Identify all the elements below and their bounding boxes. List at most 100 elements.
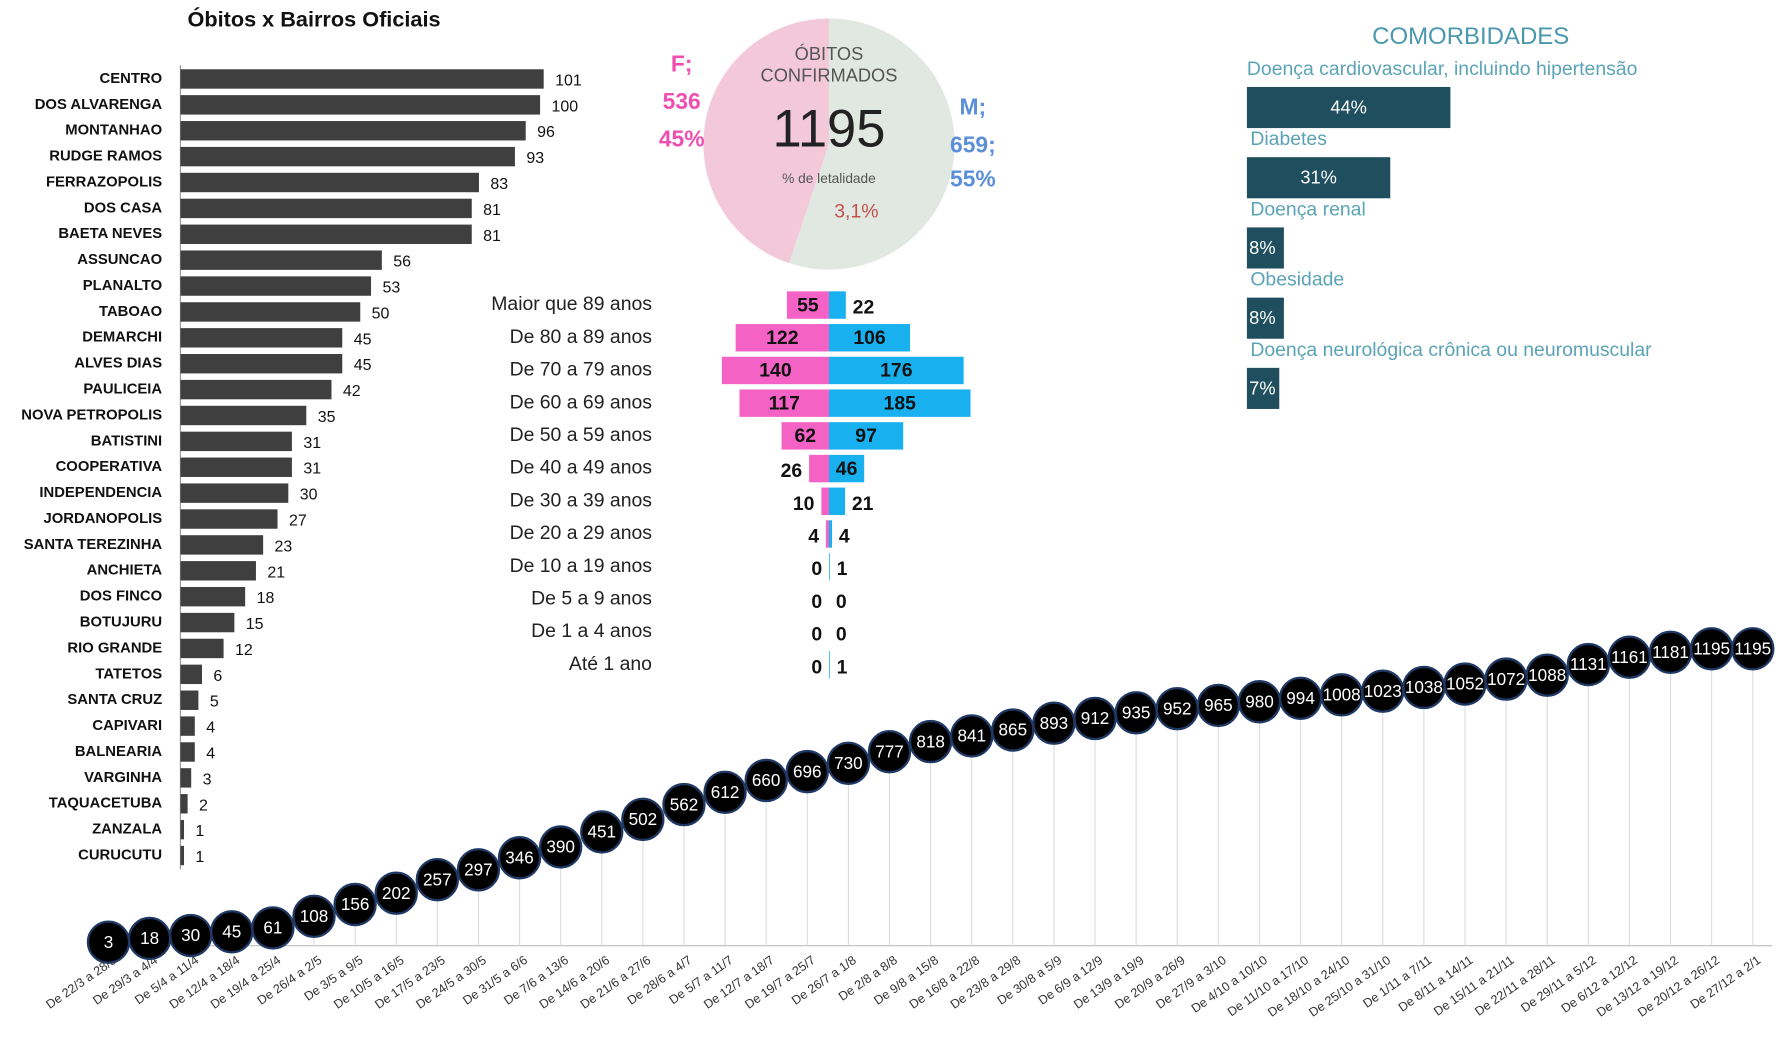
pyramid-bar: [739, 389, 829, 417]
value-label: 56: [393, 254, 411, 271]
category-label: BATISTINI: [91, 433, 162, 449]
x-tick-label: De 21/6 a 27/6: [578, 953, 653, 1012]
value-label: 31%: [1300, 167, 1337, 188]
value-label: 893: [1040, 714, 1069, 733]
pyramid-bar: [786, 291, 829, 319]
category-label: TAQUACETUBA: [49, 796, 163, 812]
category-label: Doença cardiovascular, incluindo hiperte…: [1247, 58, 1638, 80]
point: [1525, 653, 1569, 697]
value-label: 31: [303, 435, 321, 452]
bar: [180, 561, 256, 581]
value-label: 1181: [1652, 643, 1689, 662]
value-label: 502: [629, 810, 658, 829]
bar: [180, 354, 343, 374]
value-label: 117: [769, 392, 800, 414]
slice-percent: 45%: [659, 126, 705, 152]
bar: [180, 457, 292, 477]
value-label: 4: [206, 720, 215, 737]
pyramid-bar: [828, 487, 846, 515]
value-label: 1023: [1364, 682, 1402, 701]
value-label: 46: [836, 458, 858, 480]
value-label: 15: [246, 616, 264, 633]
value-label: 100: [552, 98, 579, 115]
category-label: INDEPENDENCIA: [39, 485, 162, 501]
bar: [180, 250, 382, 270]
age-label: De 40 a 49 anos: [510, 457, 652, 479]
pyramid-bar: [828, 552, 830, 581]
category-label: DOS ALVARENGA: [35, 97, 163, 113]
category-label: TABOAO: [99, 304, 162, 320]
category-label: DOS CASA: [84, 200, 163, 216]
x-tick-label: De 19/7 a 25/7: [742, 953, 817, 1012]
value-label: 1038: [1405, 678, 1443, 697]
value-label: 1072: [1487, 670, 1525, 689]
category-label: TATETOS: [95, 666, 162, 682]
value-label: 1: [195, 823, 204, 840]
x-tick-label: De 23/8 a 29/8: [948, 953, 1023, 1012]
category-label: ZANZALA: [92, 822, 162, 838]
bar: [180, 224, 472, 244]
category-label: MONTANHAO: [65, 123, 162, 139]
bar: [180, 95, 541, 115]
value-label: 140: [759, 360, 791, 382]
value-label: 5: [210, 694, 219, 711]
point: [785, 749, 829, 794]
bar: [180, 612, 235, 633]
category-label: CAPIVARI: [92, 718, 162, 734]
bar: [180, 146, 515, 167]
value-label: 185: [884, 392, 917, 414]
bar: [180, 69, 544, 89]
value-label: 297: [464, 860, 493, 879]
value-label: 26: [781, 460, 803, 482]
slice-value: 659;: [950, 131, 996, 157]
age-label: De 50 a 59 anos: [510, 424, 652, 446]
bar: [180, 276, 372, 296]
bar: [1246, 86, 1451, 129]
pyramid-bar: [735, 324, 829, 352]
age-label: Até 1 ano: [569, 653, 652, 675]
value-label: 10: [793, 493, 815, 515]
value-label: 0: [811, 591, 822, 613]
value-label: 935: [1122, 703, 1151, 722]
value-label: 994: [1286, 689, 1315, 708]
value-label: 912: [1081, 709, 1110, 728]
point: [538, 825, 583, 869]
category-label: SANTA TEREZINHA: [24, 537, 163, 553]
value-label: 451: [587, 823, 616, 842]
value-label: 730: [834, 754, 863, 773]
bar: [1246, 297, 1284, 339]
value-label: 952: [1163, 699, 1192, 718]
value-label: 1195: [1693, 639, 1730, 658]
subtitle: % de letalidade: [782, 171, 876, 186]
point: [497, 836, 542, 880]
x-tick-label: De 20/9 a 26/9: [1112, 953, 1187, 1012]
category-label: SANTA CRUZ: [67, 692, 162, 708]
value-label: 660: [752, 771, 781, 790]
value-label: 61: [263, 919, 282, 938]
bar: [180, 509, 278, 529]
value-label: 0: [811, 656, 822, 678]
age-label: De 30 a 39 anos: [510, 489, 652, 511]
value-label: 1161: [1611, 648, 1648, 667]
category-label: NOVA PETROPOLIS: [21, 407, 162, 423]
pyramid-bar: [821, 487, 829, 515]
value-label: 53: [382, 280, 400, 297]
category-label: DEMARCHI: [82, 330, 162, 346]
bar: [180, 172, 479, 193]
category-label: FERRAZOPOLIS: [46, 174, 162, 190]
value-label: 6: [213, 668, 222, 685]
point: [703, 770, 747, 814]
point: [662, 782, 706, 827]
point: [415, 857, 460, 902]
value-label: 3: [104, 933, 114, 952]
age-label: De 10 a 19 anos: [510, 555, 652, 577]
bar: [180, 742, 195, 762]
point: [374, 871, 418, 915]
x-tick-label: De 19/4 a 25/4: [208, 953, 283, 1012]
chart-title: COMORBIDADES: [1372, 23, 1569, 50]
value-label: 122: [766, 327, 799, 349]
bar: [180, 586, 246, 607]
age-label: Maior que 89 anos: [491, 293, 652, 315]
